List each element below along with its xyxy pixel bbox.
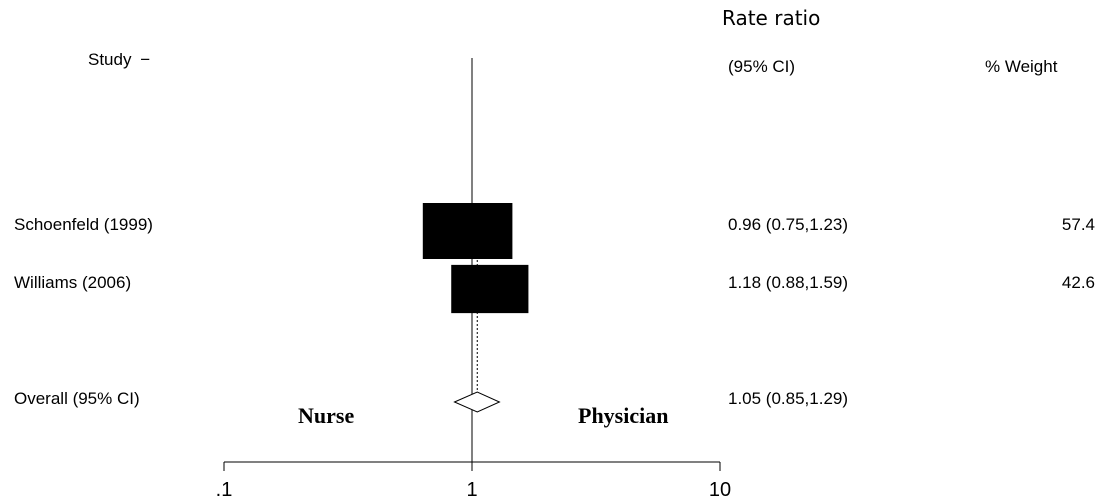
- overall-diamond: [453, 391, 501, 413]
- study-box-2: [451, 264, 529, 314]
- x-tick-label-1: 1: [466, 479, 477, 501]
- study-header-label: Study: [88, 50, 132, 69]
- overall-label: Overall (95% CI): [14, 389, 140, 408]
- study-box-1: [422, 203, 513, 259]
- study-ci-text-2: 1.18 (0.88,1.59): [728, 273, 849, 292]
- ci-header: (95% CI): [728, 57, 796, 76]
- annotation-nurse: Nurse: [298, 403, 355, 428]
- study-weight-2: 42.6: [1061, 273, 1095, 292]
- weight-header: % Weight: [985, 57, 1058, 76]
- annotation-physician: Physician: [578, 403, 669, 428]
- study-label-2: Williams (2006): [14, 273, 132, 292]
- study-weight-1: 57.4: [1061, 215, 1095, 234]
- overall-ci-text: 1.05 (0.85,1.29): [728, 389, 849, 408]
- x-tick-label-0: .1: [216, 479, 233, 501]
- study-ci-text-1: 0.96 (0.75,1.23): [728, 215, 849, 234]
- x-tick-label-2: 10: [709, 479, 731, 501]
- dash-icon: −: [140, 50, 151, 69]
- rate-ratio-header: Rate ratio: [722, 6, 821, 30]
- study-label-1: Schoenfeld (1999): [14, 215, 153, 234]
- study-column-header: Study −: [88, 50, 150, 70]
